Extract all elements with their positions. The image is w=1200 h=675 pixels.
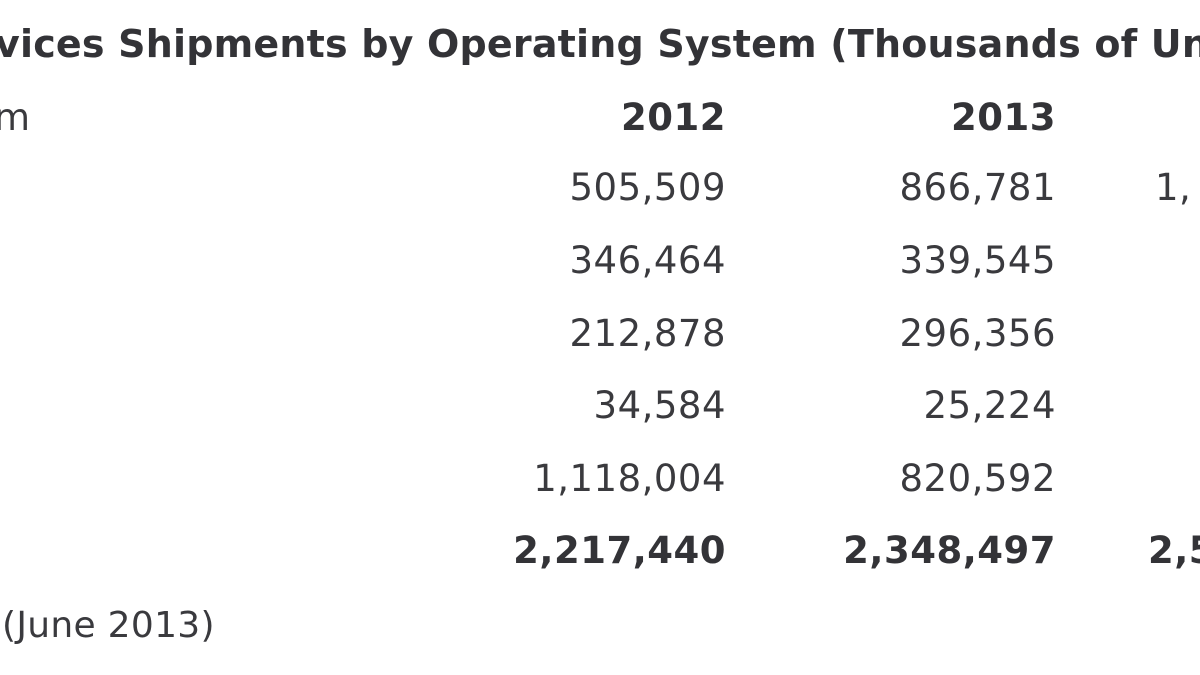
os-column-header-partial: m [0,96,31,139]
cell-2012: 212,878 [569,312,726,355]
total-cell-next-year-partial: 2,5 [1148,529,1200,572]
cell-2012: 1,118,004 [533,457,726,500]
cell-2013: 25,224 [923,384,1056,427]
table-row: 1,118,004 820,592 [0,457,1200,508]
cell-2013: 866,781 [899,166,1056,209]
table-row: 34,584 25,224 [0,384,1200,435]
source-note: (June 2013) [2,605,215,646]
cell-2013: 820,592 [899,457,1056,500]
total-cell-2013: 2,348,497 [843,529,1056,572]
table-row: 346,464 339,545 [0,239,1200,290]
cell-2013: 296,356 [899,312,1056,355]
column-header-2012: 2012 [621,96,726,139]
column-header-2013: 2013 [951,96,1056,139]
cell-next-year-partial: 1, [1155,166,1192,209]
total-cell-2012: 2,217,440 [513,529,726,572]
page-title: vices Shipments by Operating System (Tho… [0,22,1200,66]
table-header-row: m 2012 2013 [0,96,1200,147]
cell-2013: 339,545 [899,239,1056,282]
table-row: 505,509 866,781 1, [0,166,1200,217]
cell-2012: 346,464 [569,239,726,282]
table-row: 212,878 296,356 [0,312,1200,363]
cell-2012: 505,509 [569,166,726,209]
cell-2012: 34,584 [593,384,726,427]
table-total-row: 2,217,440 2,348,497 2,5 [0,529,1200,580]
